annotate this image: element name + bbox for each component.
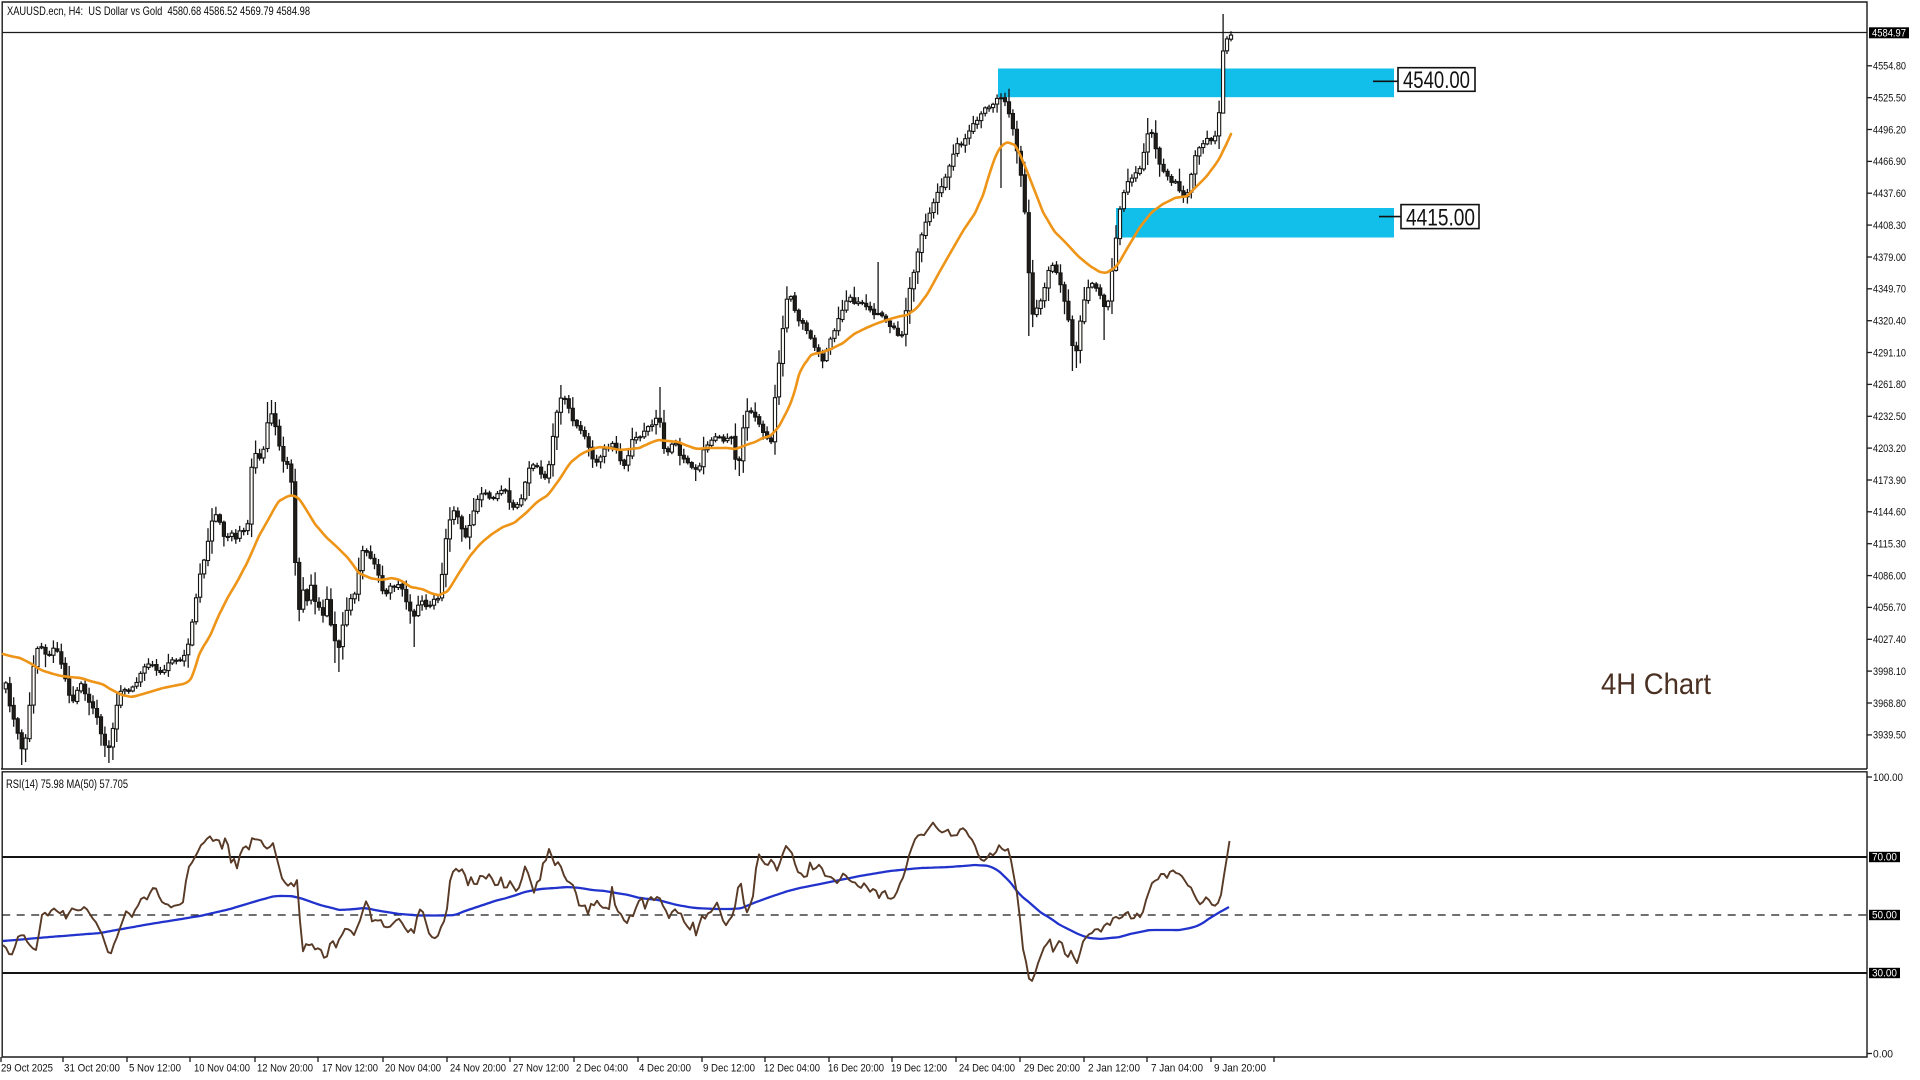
svg-text:20 Nov 04:00: 20 Nov 04:00 — [385, 1063, 441, 1075]
svg-text:4261.80: 4261.80 — [1873, 379, 1906, 391]
svg-text:4144.60: 4144.60 — [1873, 507, 1906, 519]
svg-text:12 Nov 20:00: 12 Nov 20:00 — [257, 1063, 313, 1075]
svg-text:4086.00: 4086.00 — [1873, 570, 1906, 582]
svg-text:100.00: 100.00 — [1873, 772, 1903, 784]
svg-text:4232.50: 4232.50 — [1873, 411, 1906, 423]
svg-text:24 Dec 04:00: 24 Dec 04:00 — [959, 1063, 1015, 1075]
svg-text:4320.40: 4320.40 — [1873, 316, 1906, 328]
svg-text:19 Dec 12:00: 19 Dec 12:00 — [891, 1063, 947, 1075]
svg-text:4 Dec 20:00: 4 Dec 20:00 — [639, 1063, 691, 1075]
svg-text:2 Dec 04:00: 2 Dec 04:00 — [576, 1063, 628, 1075]
svg-text:4056.70: 4056.70 — [1873, 602, 1906, 614]
svg-text:4408.30: 4408.30 — [1873, 220, 1906, 232]
svg-text:17 Nov 12:00: 17 Nov 12:00 — [322, 1063, 378, 1075]
svg-text:2 Jan 12:00: 2 Jan 12:00 — [1088, 1063, 1140, 1075]
svg-text:4584.97: 4584.97 — [1872, 27, 1906, 39]
svg-text:9 Dec 12:00: 9 Dec 12:00 — [703, 1063, 755, 1075]
svg-text:4H Chart: 4H Chart — [1601, 668, 1712, 701]
svg-text:4203.20: 4203.20 — [1873, 443, 1906, 455]
svg-text:4496.20: 4496.20 — [1873, 124, 1906, 136]
svg-text:16 Dec 20:00: 16 Dec 20:00 — [828, 1063, 884, 1075]
svg-text:RSI(14) 75.98 MA(50) 57.705: RSI(14) 75.98 MA(50) 57.705 — [6, 779, 128, 791]
svg-text:3998.10: 3998.10 — [1873, 666, 1906, 678]
svg-text:4525.50: 4525.50 — [1873, 93, 1906, 105]
svg-text:7 Jan 04:00: 7 Jan 04:00 — [1151, 1063, 1203, 1075]
svg-text:27 Nov 12:00: 27 Nov 12:00 — [513, 1063, 569, 1075]
svg-text:10 Nov 04:00: 10 Nov 04:00 — [194, 1063, 250, 1075]
svg-text:29 Oct 2025: 29 Oct 2025 — [1, 1063, 53, 1075]
svg-text:4027.40: 4027.40 — [1873, 634, 1906, 646]
svg-text:XAUUSD.ecn, H4: US Dollar vs: XAUUSD.ecn, H4: US Dollar vs Gold 4580.6… — [7, 4, 310, 18]
svg-text:9 Jan 20:00: 9 Jan 20:00 — [1214, 1063, 1266, 1075]
svg-text:4115.30: 4115.30 — [1873, 539, 1906, 551]
svg-text:4554.80: 4554.80 — [1873, 61, 1906, 73]
svg-text:31 Oct 20:00: 31 Oct 20:00 — [64, 1063, 120, 1075]
svg-text:4540.00: 4540.00 — [1403, 67, 1470, 94]
svg-text:4415.00: 4415.00 — [1406, 204, 1475, 231]
svg-text:4173.90: 4173.90 — [1873, 475, 1906, 487]
svg-text:4349.70: 4349.70 — [1873, 284, 1906, 296]
svg-text:4466.90: 4466.90 — [1873, 156, 1906, 168]
svg-text:4291.10: 4291.10 — [1873, 347, 1906, 359]
svg-text:5 Nov 12:00: 5 Nov 12:00 — [129, 1063, 181, 1075]
svg-text:4379.00: 4379.00 — [1873, 252, 1906, 264]
svg-text:3939.50: 3939.50 — [1873, 730, 1906, 742]
svg-text:4437.60: 4437.60 — [1873, 188, 1906, 200]
svg-text:12 Dec 04:00: 12 Dec 04:00 — [764, 1063, 820, 1075]
svg-text:3968.80: 3968.80 — [1873, 698, 1906, 710]
svg-text:50.00: 50.00 — [1872, 910, 1897, 922]
svg-text:24 Nov 20:00: 24 Nov 20:00 — [450, 1063, 506, 1075]
svg-text:30.00: 30.00 — [1872, 968, 1897, 980]
svg-text:29 Dec 20:00: 29 Dec 20:00 — [1024, 1063, 1080, 1075]
svg-text:0.00: 0.00 — [1873, 1048, 1893, 1060]
svg-text:70.00: 70.00 — [1872, 852, 1897, 864]
